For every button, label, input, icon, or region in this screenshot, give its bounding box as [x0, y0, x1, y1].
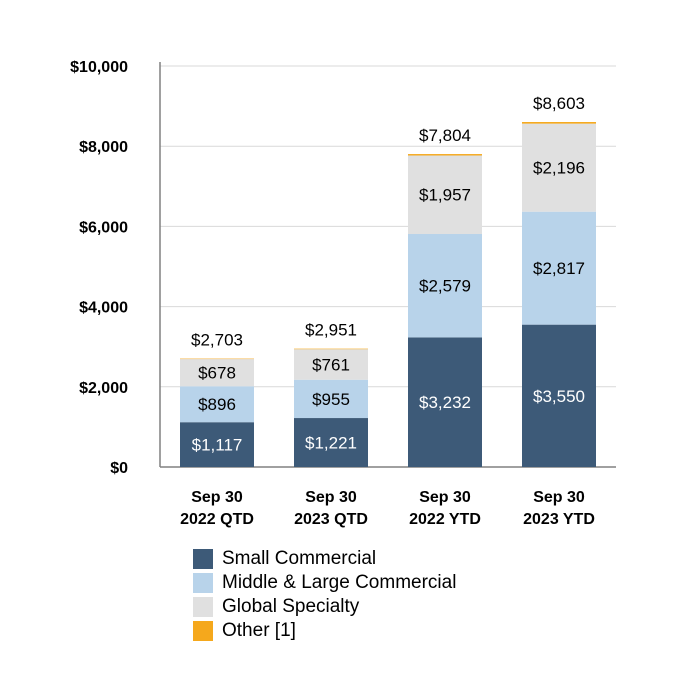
bar-segment-small-commercial [294, 418, 368, 467]
legend-swatch-small-commercial [193, 549, 213, 569]
data-label: $678 [198, 364, 236, 383]
x-tick-label: Sep 30 [419, 489, 471, 506]
data-label: $896 [198, 395, 236, 414]
data-label: $2,817 [533, 259, 585, 278]
bar-segment-middle-large-commercial [180, 386, 254, 423]
legend-item-small-commercial: Small Commercial [193, 547, 456, 571]
data-label: $2,196 [533, 159, 585, 178]
data-label: $3,232 [419, 393, 471, 412]
bar-segment-other-1 [294, 348, 368, 350]
legend-label: Small Commercial [222, 548, 377, 569]
bar-segment-middle-large-commercial [294, 379, 368, 419]
data-label: $761 [312, 355, 350, 374]
y-tick-label: $10,000 [70, 59, 128, 76]
y-tick-label: $4,000 [79, 300, 128, 317]
x-tick-label: Sep 30 [305, 489, 357, 506]
total-label: $7,804 [419, 126, 471, 145]
x-tick-label: 2023 YTD [523, 511, 595, 528]
bar-segment-middle-large-commercial [408, 233, 482, 338]
data-label: $3,550 [533, 387, 585, 406]
x-tick-label: 2022 YTD [409, 511, 481, 528]
bar-segment-other-1 [408, 154, 482, 156]
bar-segment-small-commercial [180, 422, 254, 467]
bar-segment-global-specialty [180, 359, 254, 387]
y-tick-label: $0 [110, 460, 128, 477]
bar-segment-global-specialty [294, 349, 368, 380]
legend-swatch-global-specialty [193, 597, 213, 617]
total-label: $2,951 [305, 321, 357, 340]
x-tick-label: Sep 30 [191, 489, 243, 506]
legend-label: Global Specialty [222, 596, 360, 617]
total-label: $8,603 [533, 94, 585, 113]
legend-label: Middle & Large Commercial [222, 572, 457, 593]
legend-item-other: Other [1] [193, 619, 456, 643]
bar-segment-global-specialty [522, 123, 596, 212]
y-tick-label: $6,000 [79, 219, 128, 236]
legend-swatch-middle-large-commercial [193, 573, 213, 593]
y-tick-label: $2,000 [79, 380, 128, 397]
data-label: $1,117 [192, 436, 243, 455]
bar-segment-small-commercial [522, 324, 596, 467]
x-tick-label: Sep 30 [533, 489, 585, 506]
bar-segment-other-1 [522, 122, 596, 124]
legend-item-middle-large-commercial: Middle & Large Commercial [193, 571, 456, 595]
legend: Small Commercial Middle & Large Commerci… [193, 547, 456, 643]
y-tick-label: $8,000 [79, 139, 128, 156]
legend-label: Other [1] [222, 620, 296, 641]
bar-segment-global-specialty [408, 155, 482, 234]
data-label: $955 [312, 390, 350, 409]
data-label: $2,579 [419, 277, 471, 296]
bar-segment-small-commercial [408, 337, 482, 467]
legend-swatch-other [193, 621, 213, 641]
total-label: $2,703 [191, 331, 243, 350]
x-tick-label: 2023 QTD [294, 511, 368, 528]
x-tick-label: 2022 QTD [180, 511, 254, 528]
bar-segment-middle-large-commercial [522, 211, 596, 325]
legend-item-global-specialty: Global Specialty [193, 595, 456, 619]
data-label: $1,957 [419, 186, 471, 205]
data-label: $1,221 [305, 434, 357, 453]
